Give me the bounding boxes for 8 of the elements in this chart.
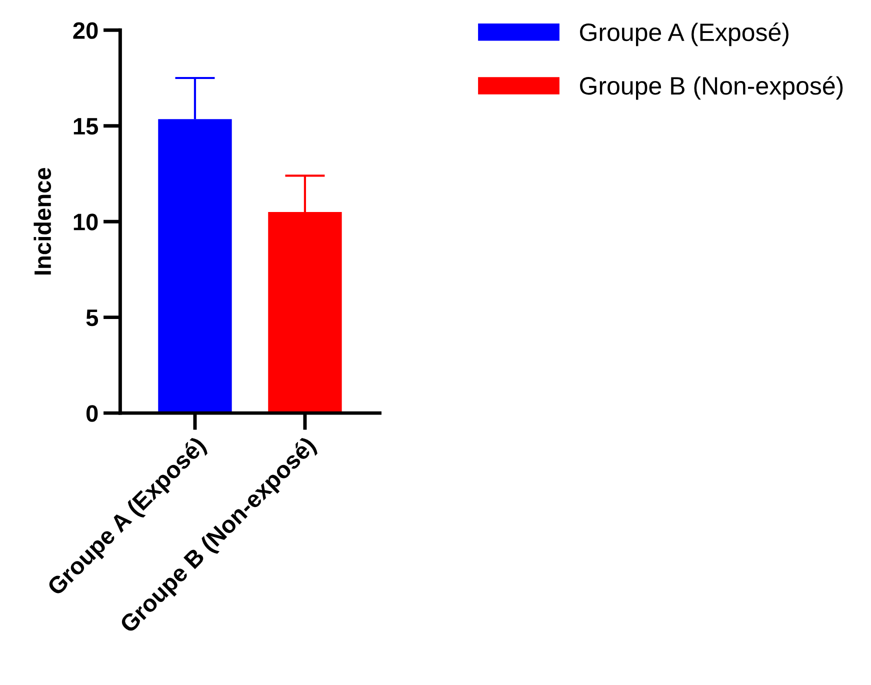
legend-label: Groupe A (Exposé): [580, 22, 788, 46]
y-axis-title: Incidence: [34, 168, 52, 274]
y-tick-label: 5: [86, 310, 98, 326]
y-tick-label: 10: [74, 214, 98, 230]
y-tick-label: 15: [74, 118, 98, 135]
y-tick-label: 0: [86, 405, 98, 422]
legend-label: Groupe B (Non-exposé): [580, 76, 843, 100]
y-tick-label: 20: [73, 22, 98, 39]
